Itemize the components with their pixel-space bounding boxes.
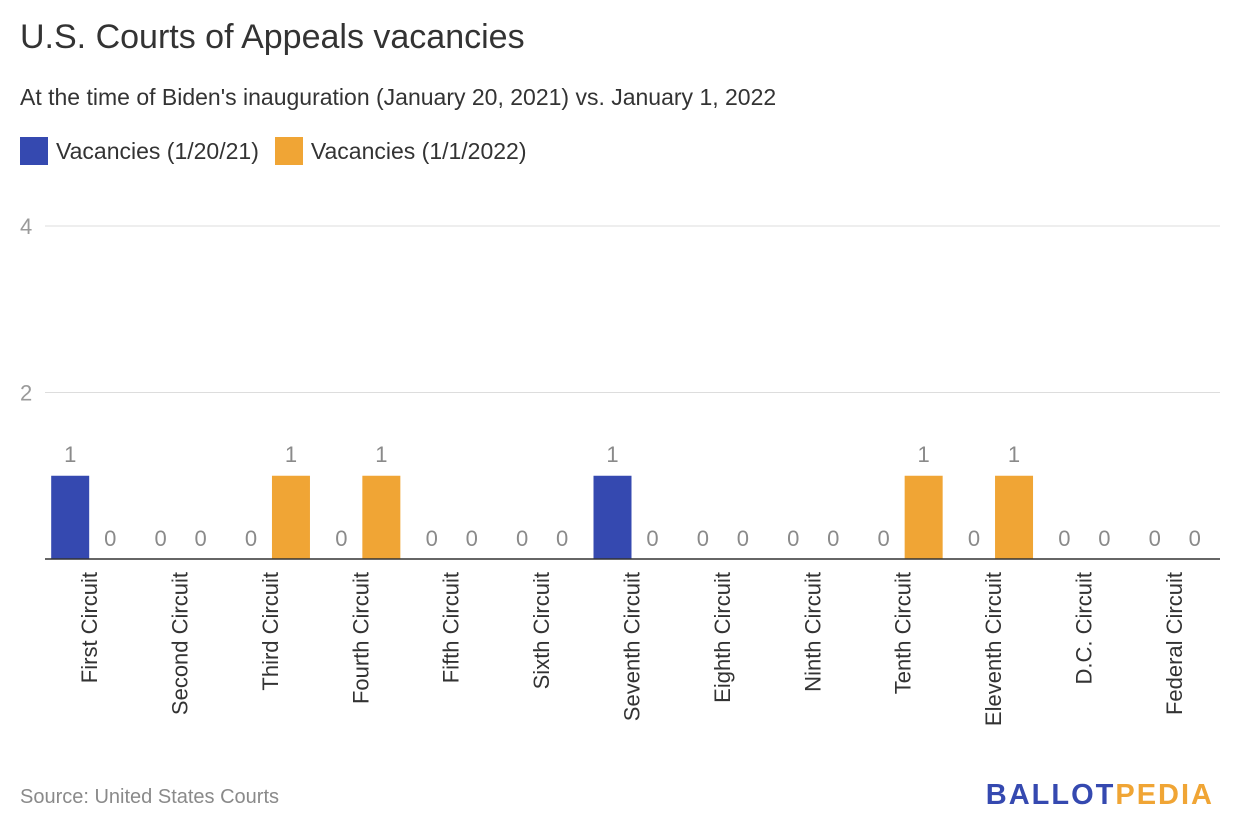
legend-label-series-2: Vacancies (1/1/2022) bbox=[310, 137, 527, 164]
logo-text-ballot: BALLOT bbox=[985, 779, 1116, 811]
chart-title: U.S. Courts of Appeals vacancies bbox=[20, 18, 525, 56]
data-label: 1 bbox=[285, 442, 297, 467]
data-label: 0 bbox=[737, 526, 749, 551]
x-tick-label: Ninth Circuit bbox=[800, 572, 825, 692]
data-label: 1 bbox=[1008, 442, 1020, 467]
legend-item-series-2: Vacancies (1/1/2022) bbox=[274, 137, 527, 165]
x-tick-label: Fifth Circuit bbox=[439, 572, 464, 683]
data-label: 0 bbox=[1149, 526, 1161, 551]
data-label: 0 bbox=[1098, 526, 1110, 551]
legend-swatch-series-1 bbox=[20, 137, 48, 165]
bar bbox=[271, 475, 310, 559]
x-tick-label: Third Circuit bbox=[258, 572, 283, 691]
data-label: 0 bbox=[878, 526, 890, 551]
data-label: 0 bbox=[335, 526, 347, 551]
data-label: 0 bbox=[154, 526, 166, 551]
bar bbox=[362, 475, 401, 559]
data-label: 0 bbox=[968, 526, 980, 551]
bar bbox=[593, 475, 632, 559]
data-label: 0 bbox=[827, 526, 839, 551]
data-label: 1 bbox=[64, 442, 76, 467]
x-tick-label: Eleventh Circuit bbox=[981, 572, 1006, 726]
data-label: 0 bbox=[646, 526, 658, 551]
data-label: 1 bbox=[375, 442, 387, 467]
data-label: 0 bbox=[556, 526, 568, 551]
data-label: 0 bbox=[466, 526, 478, 551]
data-label: 0 bbox=[1189, 526, 1201, 551]
x-tick-label: Federal Circuit bbox=[1162, 572, 1187, 715]
x-tick-label: Sixth Circuit bbox=[529, 572, 554, 689]
legend: Vacancies (1/20/21) Vacancies (1/1/2022) bbox=[20, 137, 543, 165]
x-tick-label: D.C. Circuit bbox=[1071, 572, 1096, 684]
legend-label-series-1: Vacancies (1/20/21) bbox=[56, 137, 259, 164]
data-label: 0 bbox=[245, 526, 257, 551]
legend-item-series-1: Vacancies (1/20/21) bbox=[20, 137, 259, 165]
y-tick-label: 4 bbox=[20, 214, 32, 239]
x-tick-label: Tenth Circuit bbox=[891, 572, 916, 694]
y-tick-label: 2 bbox=[20, 381, 32, 406]
data-label: 0 bbox=[194, 526, 206, 551]
x-tick-label: Eighth Circuit bbox=[710, 572, 735, 703]
data-label: 0 bbox=[426, 526, 438, 551]
bar bbox=[51, 475, 90, 559]
logo-text-pedia: PEDIA bbox=[1115, 779, 1214, 811]
x-tick-label: Second Circuit bbox=[168, 572, 193, 715]
source-note: Source: United States Courts bbox=[20, 786, 280, 808]
legend-swatch-series-2 bbox=[274, 137, 303, 165]
data-label: 0 bbox=[1058, 526, 1070, 551]
x-tick-label: Fourth Circuit bbox=[348, 572, 373, 704]
data-label: 0 bbox=[104, 526, 116, 551]
data-label: 1 bbox=[606, 442, 618, 467]
x-tick-label: First Circuit bbox=[77, 572, 102, 683]
data-label: 0 bbox=[516, 526, 528, 551]
data-label: 0 bbox=[787, 526, 799, 551]
bar bbox=[904, 475, 943, 559]
x-tick-label: Seventh Circuit bbox=[620, 572, 645, 721]
data-label: 0 bbox=[697, 526, 709, 551]
ballotpedia-logo: BALLOTPEDIA bbox=[986, 779, 1214, 812]
bar bbox=[995, 475, 1034, 559]
data-label: 1 bbox=[918, 442, 930, 467]
chart-subtitle: At the time of Biden's inauguration (Jan… bbox=[20, 84, 777, 110]
